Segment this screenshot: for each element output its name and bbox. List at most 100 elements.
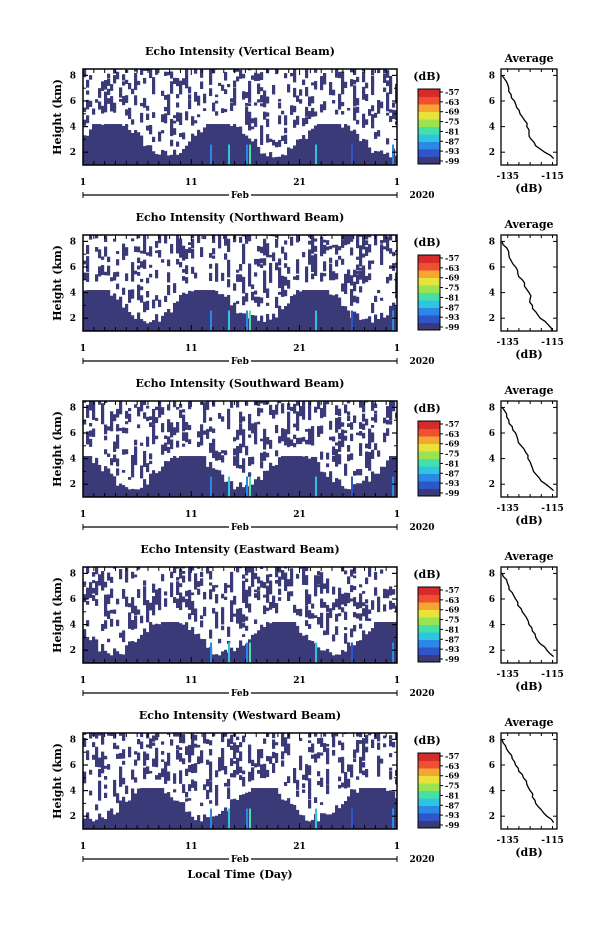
echo-cell [392,589,396,595]
average-frame [500,400,558,498]
echo-cell [170,422,174,438]
echo-cell [92,636,96,663]
echo-cell [227,584,231,588]
echo-cell [125,801,129,829]
echo-cell [137,284,141,301]
echo-cell [149,460,153,465]
echo-cell [236,744,240,753]
x-tick-label: 1 [80,178,86,188]
echo-cell [158,471,162,497]
echo-cell [161,315,165,331]
echo-cell [92,595,96,601]
echo-cell [200,402,204,405]
echo-cell [113,567,117,569]
echo-cell [149,622,153,663]
echo-cell [161,751,165,755]
echo-cell [140,112,144,123]
echo-cell [314,406,318,413]
colorbar-tick-label: -63 [445,761,460,771]
echo-cell [254,422,258,445]
echo-streak [228,310,230,331]
echo-cell [197,129,201,165]
echo-cell [344,633,348,644]
echo-cell [233,80,237,88]
echo-cell [101,571,105,591]
echo-cell [335,109,339,115]
echo-cell [317,616,321,625]
colorbar-swatch [418,820,440,829]
echo-cell [200,571,204,578]
echo-streak [210,808,212,829]
echo-cell [119,296,123,331]
echo-cell [110,96,114,112]
echo-cell [149,124,153,135]
echo-cell [191,116,195,126]
echo-cell [128,82,132,90]
echo-cell [362,227,365,234]
echo-cell [362,69,366,72]
echo-cell [380,622,384,663]
y-tick-label: 8 [70,569,76,579]
echo-cell [266,470,270,497]
echo-cell [311,107,315,117]
echo-cell [113,648,117,663]
echo-cell [215,611,219,629]
echo-cell [353,575,357,579]
echo-cell [140,102,144,107]
echo-cell [182,432,186,441]
echo-cell [254,290,258,295]
echo-cell [155,269,159,279]
echo-cell [101,751,105,774]
average-frame [500,732,558,830]
echo-cell [125,567,129,583]
echo-cell [308,96,312,107]
echo-cell [308,458,312,497]
echo-cell [305,290,309,331]
echo-cell [263,470,267,497]
echo-cell [215,100,219,104]
echo-cell [206,759,210,765]
echo-cell [230,481,234,497]
echo-cell [152,408,156,425]
echo-cell [362,113,366,128]
echo-cell [308,61,311,69]
echo-cell [167,155,171,165]
echo-cell [263,738,267,744]
echo-cell [107,124,111,165]
echo-cell [206,647,210,663]
echo-cell [200,578,204,586]
echo-cell [176,440,180,448]
echo-cell [272,733,276,739]
echo-cell [374,150,378,165]
echo-cell [299,755,303,771]
echo-cell [254,593,258,598]
echo-cell [128,289,132,303]
echo-cell [320,737,324,747]
echo-cell [107,290,111,331]
echo-cell [326,246,330,251]
echo-cell [161,90,165,96]
echo-cell [95,733,99,739]
echo-streak [351,310,353,331]
echo-cell [182,570,186,574]
panel-3: Echo Intensity (Southward Beam)2468Heigh… [51,377,564,533]
echo-cell [203,784,207,791]
echo-cell [230,734,234,745]
echo-cell [353,79,357,85]
echo-cell [140,135,144,165]
echo-cell [161,444,165,455]
echo-cell [326,743,330,747]
echo-cell [365,768,369,778]
echo-cell [263,451,267,461]
echo-cell [260,461,264,469]
echo-cell [152,583,156,593]
echo-cell [263,627,267,663]
echo-cell [356,98,360,106]
echo-cell [236,757,240,775]
echo-cell [389,75,393,95]
echo-cell [134,95,138,106]
echo-cell [305,567,309,572]
colorbar-tick-label: -87 [445,136,459,146]
echo-cell [182,414,186,432]
